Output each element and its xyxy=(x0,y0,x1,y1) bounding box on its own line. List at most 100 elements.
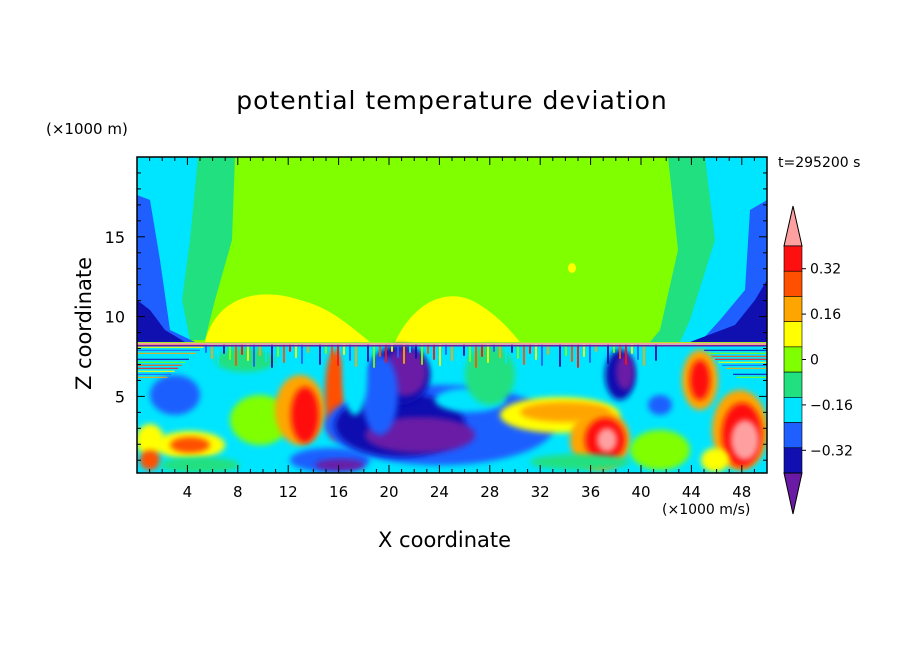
wave-stripe xyxy=(229,343,231,360)
wave-stripe xyxy=(343,343,345,355)
wave-stripe xyxy=(595,343,597,352)
wave-stripe xyxy=(415,343,417,359)
colorbar-box xyxy=(783,245,803,272)
wave-stripe xyxy=(700,346,767,348)
wave-stripe xyxy=(707,352,767,354)
wave-stripe xyxy=(547,343,549,355)
colorbar-box xyxy=(783,371,803,398)
colorbar-label: −0.16 xyxy=(810,398,853,414)
contour-region xyxy=(160,457,240,473)
wave-stripe xyxy=(223,343,225,354)
time-label: t=295200 s xyxy=(778,155,861,171)
x-tick-label: 36 xyxy=(581,483,600,501)
wave-stripe xyxy=(217,343,219,365)
contour-region xyxy=(291,387,319,443)
contour-region xyxy=(616,354,634,390)
wave-stripe xyxy=(517,343,519,359)
contour-region xyxy=(690,280,767,342)
x-tick-label: 44 xyxy=(682,483,701,501)
wave-stripe xyxy=(718,361,767,363)
wave-stripe xyxy=(259,343,261,356)
wave-stripe xyxy=(535,343,537,360)
wave-stripe xyxy=(643,343,645,366)
y-tick-label: 5 xyxy=(115,387,125,406)
wave-stripe xyxy=(367,343,369,362)
wave-stripe xyxy=(481,343,483,357)
wave-stripe xyxy=(349,343,351,361)
wave-stripe xyxy=(725,367,767,369)
wave-stripe xyxy=(277,343,279,357)
wave-stripe xyxy=(307,343,309,353)
colorbar-box xyxy=(783,321,803,348)
wave-stripe xyxy=(619,343,621,359)
wave-stripe xyxy=(637,343,639,360)
wave-stripe xyxy=(493,343,495,352)
wave-stripe xyxy=(625,343,627,365)
colorbar-box xyxy=(783,447,803,474)
wave-stripe xyxy=(271,343,273,368)
contour-region xyxy=(465,345,515,405)
wave-stripe xyxy=(571,343,573,362)
wave-stripe xyxy=(241,343,243,355)
wave-stripe xyxy=(337,343,339,366)
wave-stripe xyxy=(613,343,615,353)
wave-stripe xyxy=(541,343,543,366)
contour-region xyxy=(315,459,365,471)
x-tick-label: 48 xyxy=(732,483,751,501)
contour-region xyxy=(365,417,475,453)
x-axis-unit: (×1000 m/s) xyxy=(662,502,751,518)
wave-stripe xyxy=(559,343,561,367)
wave-stripe xyxy=(331,343,333,360)
wave-stripe xyxy=(439,343,441,366)
contour-region xyxy=(731,420,759,460)
contour-region xyxy=(205,294,370,342)
contour-region xyxy=(137,300,185,342)
x-tick-label: 24 xyxy=(430,483,449,501)
wave-stripe xyxy=(289,343,291,352)
wave-stripe xyxy=(451,343,453,361)
x-tick-label: 40 xyxy=(631,483,650,501)
wave-stripe xyxy=(137,358,189,360)
wave-stripe xyxy=(283,343,285,363)
colorbar-box xyxy=(783,397,803,423)
contour-region xyxy=(690,360,710,400)
y-tick-label: 10 xyxy=(105,308,125,327)
wave-stripe xyxy=(469,343,471,362)
wave-stripe xyxy=(457,343,459,367)
x-tick-label: 4 xyxy=(183,483,193,501)
wave-stripe xyxy=(523,343,525,365)
x-tick-label: 12 xyxy=(279,483,298,501)
wave-stripe xyxy=(409,343,411,353)
colorbar-label: 0.16 xyxy=(810,307,841,323)
colorbar-box xyxy=(783,270,803,297)
contour-region xyxy=(648,395,672,415)
wave-stripe xyxy=(325,343,327,354)
colorbar-label: −0.32 xyxy=(810,443,853,459)
wave-stripe xyxy=(601,343,603,358)
wave-stripe xyxy=(722,364,767,366)
wave-stripe xyxy=(211,343,213,359)
wave-stripe xyxy=(427,343,429,354)
y-axis-ticks: 5 10 15 xyxy=(105,172,767,461)
wave-stripe xyxy=(607,343,609,364)
wave-stripe xyxy=(137,349,200,351)
y-axis-unit: (×1000 m) xyxy=(46,120,128,138)
wave-stripe xyxy=(137,346,204,348)
colorbar-label: 0 xyxy=(810,353,819,369)
wave-stripe xyxy=(631,343,633,354)
contour-field xyxy=(137,157,767,473)
colorbar: 0.32 0.16 0 −0.16 −0.32 xyxy=(783,205,853,515)
x-tick-label: 8 xyxy=(233,483,243,501)
wave-stripe xyxy=(475,343,477,368)
wave-stripe xyxy=(137,355,193,357)
colorbar-label: 0.32 xyxy=(810,262,841,278)
contour-region xyxy=(530,454,630,470)
wave-stripe xyxy=(355,343,357,367)
wave-stripe xyxy=(505,343,507,364)
contour-region xyxy=(137,195,195,342)
wave-stripe xyxy=(733,373,767,375)
wave-stripe xyxy=(553,343,555,361)
wave-stripe xyxy=(253,343,255,367)
wave-stripe xyxy=(529,343,531,354)
wave-stripe xyxy=(649,343,651,355)
